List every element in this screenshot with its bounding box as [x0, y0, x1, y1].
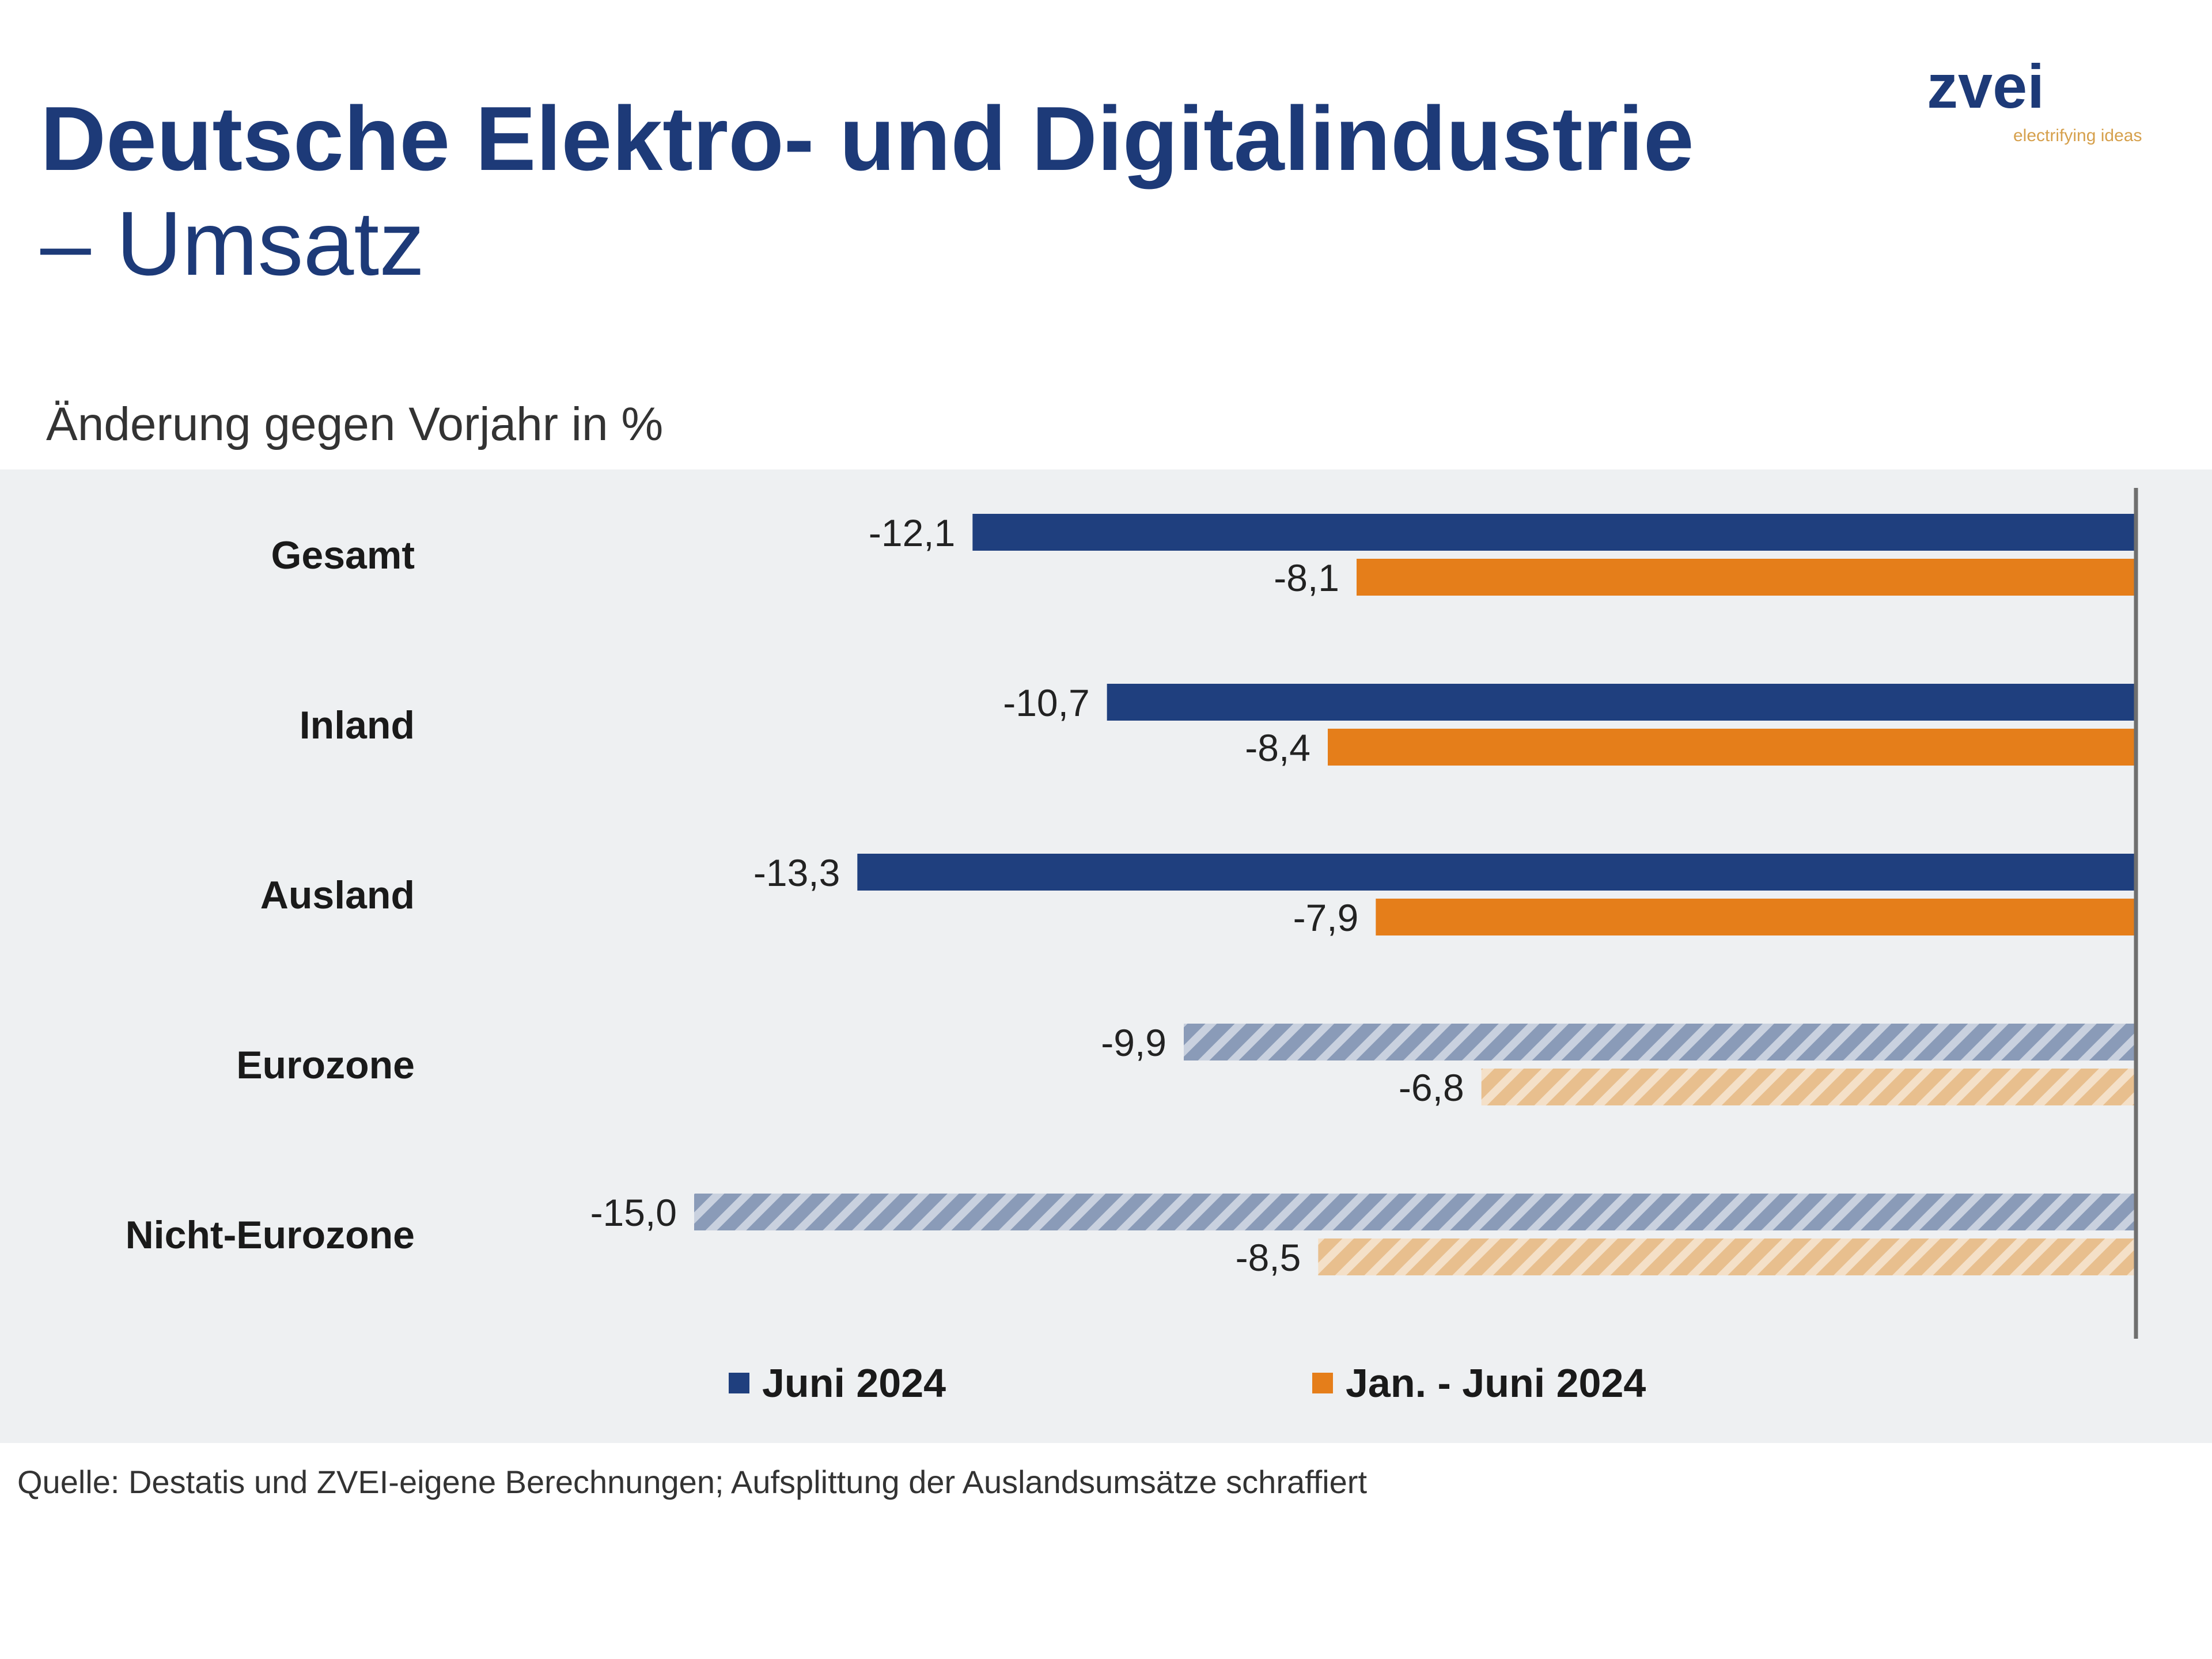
zvei-logo: zvei electrifying ideas: [1927, 52, 2146, 179]
bars-layer: Gesamt -12,1 -8,1 Inland -10,7 -8,4 Ausland -13…: [126, 488, 2138, 1339]
legend-swatch-juni: [729, 1373, 749, 1393]
logo-word: zvei: [1927, 51, 2045, 121]
legend: Juni 2024 Jan. - Juni 2024: [729, 1361, 1646, 1406]
bar-jan-juni-inland: [1328, 729, 2134, 766]
data-label-jan-juni-eurozone: -6,8: [1399, 1066, 1464, 1109]
category-label-gesamt: Gesamt: [271, 533, 415, 577]
bar-jan-juni-nicht-eurozone: [1318, 1238, 2134, 1275]
source-note: Quelle: Destatis und ZVEI-eigene Berechn…: [17, 1464, 1368, 1500]
data-label-juni-ausland: -13,3: [753, 851, 840, 894]
chart-panel: [0, 469, 2212, 1443]
legend-label-juni: Juni 2024: [762, 1361, 946, 1406]
data-label-juni-nicht-eurozone: -15,0: [590, 1191, 677, 1234]
data-label-juni-gesamt: -12,1: [869, 512, 955, 554]
category-label-ausland: Ausland: [260, 873, 415, 917]
data-label-juni-eurozone: -9,9: [1101, 1021, 1166, 1064]
bar-juni-inland: [1107, 684, 2134, 721]
bar-juni-eurozone: [1184, 1024, 2134, 1060]
bar-juni-nicht-eurozone: [694, 1194, 2134, 1230]
chart-subtitle: Änderung gegen Vorjahr in %: [46, 398, 664, 450]
legend-label-jan-juni: Jan. - Juni 2024: [1346, 1361, 1646, 1406]
data-label-jan-juni-nicht-eurozone: -8,5: [1236, 1236, 1301, 1279]
data-label-juni-inland: -10,7: [1003, 681, 1089, 724]
category-label-inland: Inland: [300, 703, 415, 747]
data-label-jan-juni-inland: -8,4: [1245, 726, 1310, 769]
bar-chart: Gesamt -12,1 -8,1 Inland -10,7 -8,4 Ausland -13…: [126, 488, 2138, 1406]
logo-tagline: electrifying ideas: [2013, 126, 2142, 145]
page-title: Deutsche Elektro- und Digitalindustrie –…: [40, 86, 1694, 296]
bar-jan-juni-eurozone: [1481, 1069, 2134, 1105]
bar-juni-gesamt: [972, 514, 2134, 551]
category-label-nicht-eurozone: Nicht-Eurozone: [126, 1213, 415, 1257]
data-label-jan-juni-gesamt: -8,1: [1274, 556, 1339, 599]
bar-juni-ausland: [857, 854, 2134, 891]
category-label-eurozone: Eurozone: [236, 1043, 415, 1087]
title-line-2: – Umsatz: [40, 193, 425, 294]
data-label-jan-juni-ausland: -7,9: [1293, 896, 1359, 939]
bar-jan-juni-gesamt: [1357, 559, 2134, 596]
bar-jan-juni-ausland: [1376, 899, 2134, 935]
legend-swatch-jan-juni: [1312, 1373, 1333, 1393]
title-line-1: Deutsche Elektro- und Digitalindustrie: [40, 88, 1694, 190]
